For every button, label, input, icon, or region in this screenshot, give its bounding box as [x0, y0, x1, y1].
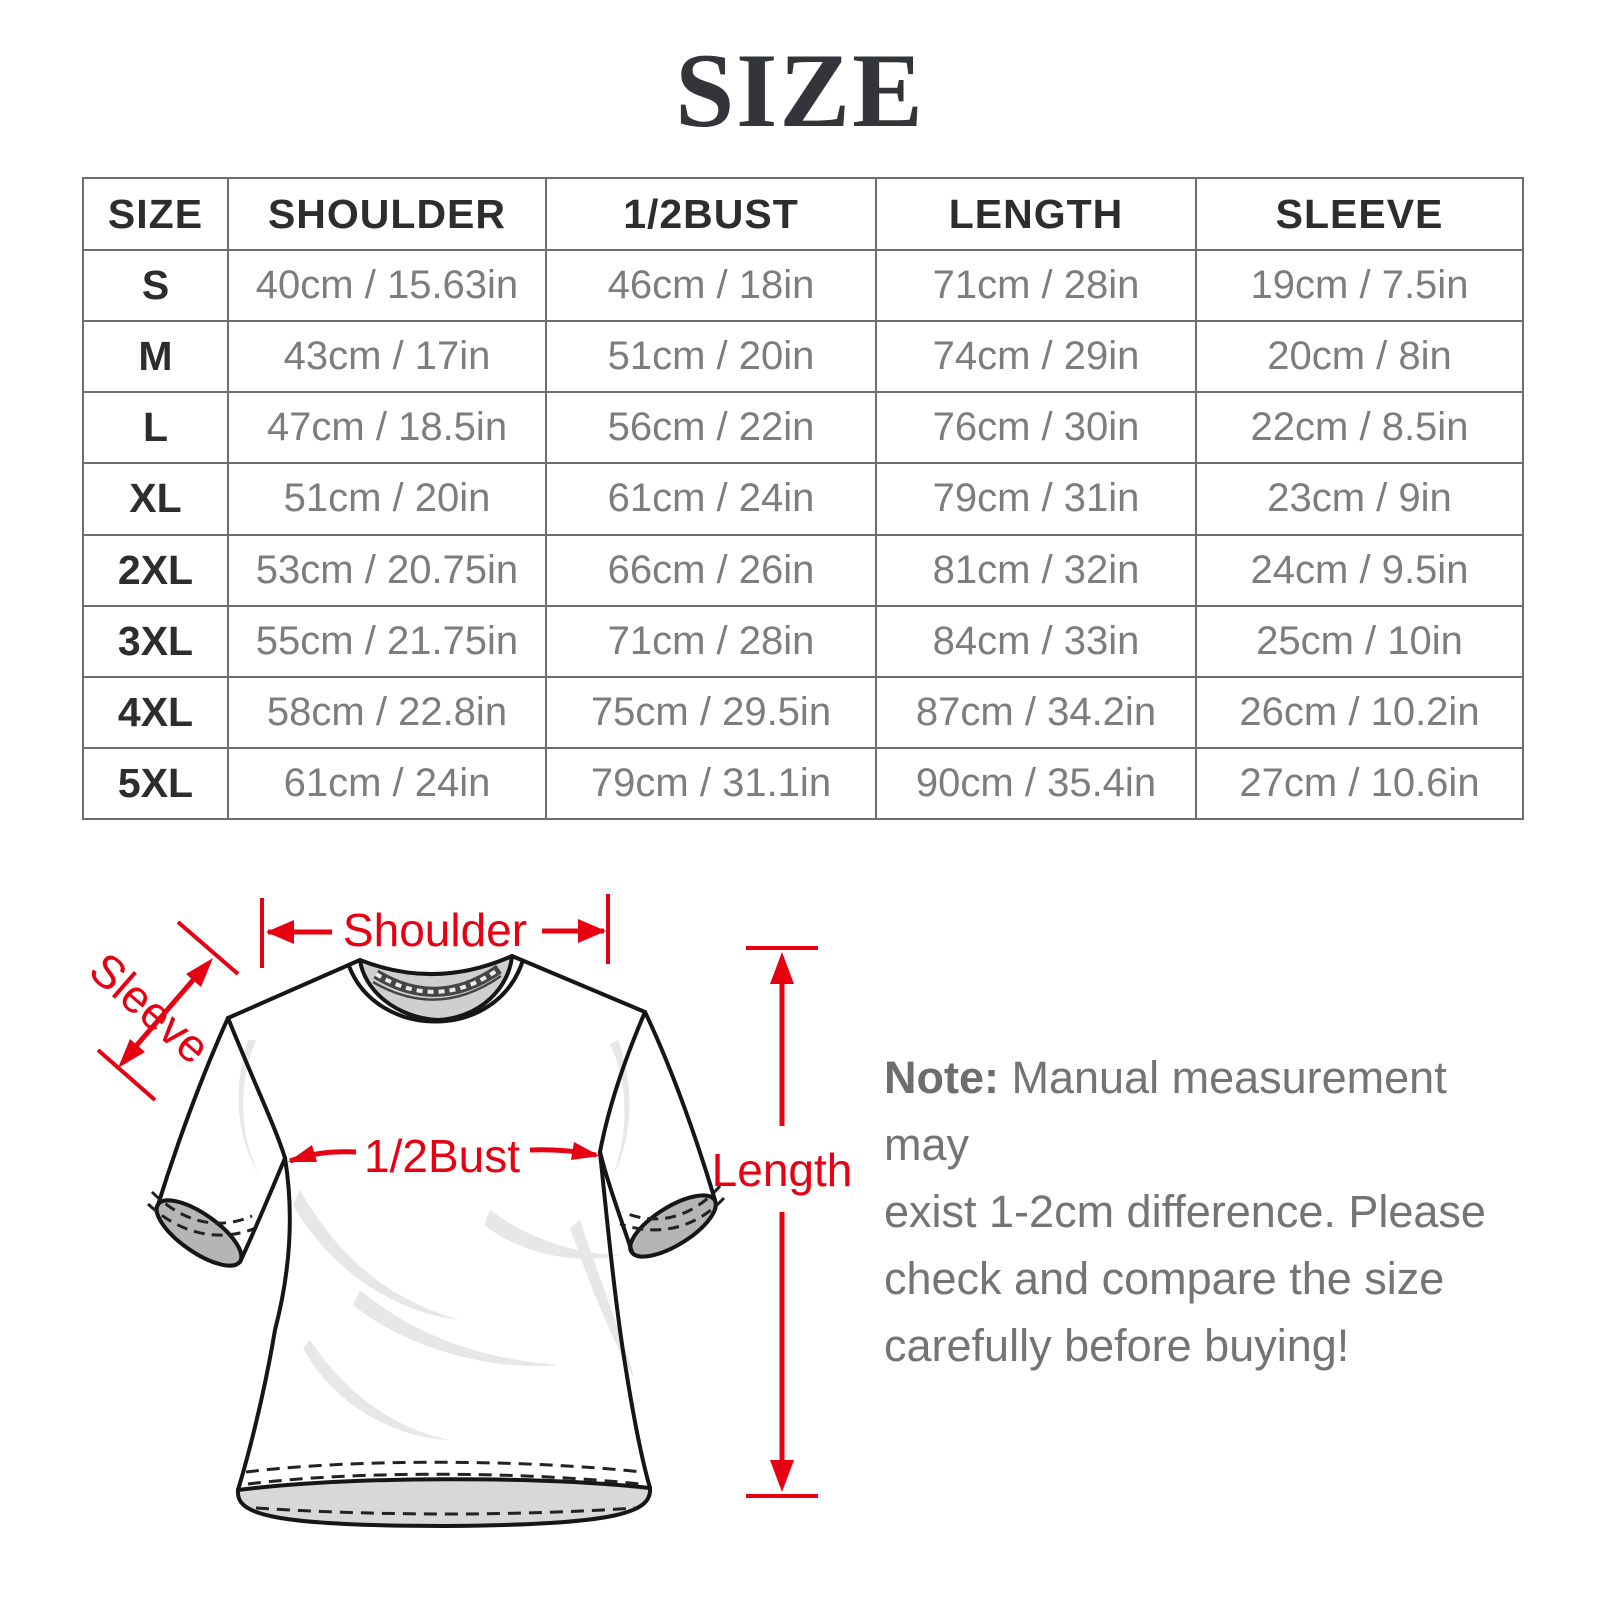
cell-bust: 75cm / 29.5in — [545, 675, 877, 749]
col-header-shoulder: SHOULDER — [227, 177, 547, 251]
col-header-length: LENGTH — [875, 177, 1197, 251]
size-table: SIZE SHOULDER 1/2BUST LENGTH SLEEVE S 40… — [82, 177, 1524, 821]
cell-size: 5XL — [82, 746, 229, 821]
bust-arrow — [288, 1142, 600, 1164]
note-line: Note: Manual measurement may — [884, 1052, 1447, 1170]
cell-sleeve: 23cm / 9in — [1195, 462, 1524, 536]
cell-bust: 56cm / 22in — [545, 391, 877, 465]
cell-length: 81cm / 32in — [875, 533, 1197, 607]
cell-length: 71cm / 28in — [875, 248, 1197, 323]
cell-bust: 61cm / 24in — [545, 462, 877, 536]
shoulder-arrow — [260, 894, 610, 968]
cell-size: 2XL — [82, 533, 229, 607]
sleeve-arrow — [96, 920, 240, 1102]
cell-sleeve: 24cm / 9.5in — [1195, 533, 1524, 607]
table-row: S 40cm / 15.63in 46cm / 18in 71cm / 28in… — [82, 248, 1524, 323]
cell-sleeve: 22cm / 8.5in — [1195, 391, 1524, 465]
cell-size: M — [82, 320, 229, 394]
tshirt-collar — [347, 954, 525, 1024]
note: Note: Manual measurement may exist 1-2cm… — [884, 1044, 1534, 1379]
cell-shoulder: 40cm / 15.63in — [227, 248, 547, 323]
cell-bust: 71cm / 28in — [545, 604, 877, 678]
table-header-row: SIZE SHOULDER 1/2BUST LENGTH SLEEVE — [82, 177, 1524, 251]
cell-length: 90cm / 35.4in — [875, 746, 1197, 821]
cell-sleeve: 19cm / 7.5in — [1195, 248, 1524, 323]
cell-sleeve: 25cm / 10in — [1195, 604, 1524, 678]
cell-size: 3XL — [82, 604, 229, 678]
cell-size: S — [82, 248, 229, 323]
hem-band — [235, 1460, 653, 1529]
table-row: XL 51cm / 20in 61cm / 24in 79cm / 31in 2… — [82, 462, 1524, 536]
cell-bust: 66cm / 26in — [545, 533, 877, 607]
bust-measure-label: 1/2Bust — [364, 1130, 520, 1182]
cell-length: 74cm / 29in — [875, 320, 1197, 394]
cell-bust: 46cm / 18in — [545, 248, 877, 323]
cell-bust: 51cm / 20in — [545, 320, 877, 394]
note-line: carefully before buying! — [884, 1320, 1350, 1371]
cell-shoulder: 61cm / 24in — [227, 746, 547, 821]
tshirt-outline — [156, 954, 717, 1492]
cell-bust: 79cm / 31.1in — [545, 746, 877, 821]
cell-shoulder: 55cm / 21.75in — [227, 604, 547, 678]
shoulder-measure-label: Shoulder — [342, 904, 528, 956]
cell-length: 79cm / 31in — [875, 462, 1197, 536]
cell-length: 76cm / 30in — [875, 391, 1197, 465]
cell-shoulder: 58cm / 22.8in — [227, 675, 547, 749]
table-row: M 43cm / 17in 51cm / 20in 74cm / 29in 20… — [82, 320, 1524, 394]
wrinkle-shading — [238, 1040, 635, 1440]
cell-size: XL — [82, 462, 229, 536]
note-line: check and compare the size — [884, 1253, 1445, 1304]
cell-shoulder: 51cm / 20in — [227, 462, 547, 536]
table-row: 5XL 61cm / 24in 79cm / 31.1in 90cm / 35.… — [82, 746, 1524, 821]
cell-size: L — [82, 391, 229, 465]
cell-length: 84cm / 33in — [875, 604, 1197, 678]
length-measure-label: Length — [711, 1144, 853, 1196]
tshirt-body — [158, 956, 715, 1526]
col-header-size: SIZE — [82, 177, 229, 251]
cell-sleeve: 27cm / 10.6in — [1195, 746, 1524, 821]
cell-sleeve: 20cm / 8in — [1195, 320, 1524, 394]
table-row: 3XL 55cm / 21.75in 71cm / 28in 84cm / 33… — [82, 604, 1524, 678]
col-header-sleeve: SLEEVE — [1195, 177, 1524, 251]
cell-shoulder: 47cm / 18.5in — [227, 391, 547, 465]
page-title: SIZE — [675, 32, 925, 149]
size-table-container: SIZE SHOULDER 1/2BUST LENGTH SLEEVE S 40… — [82, 177, 1524, 821]
cell-sleeve: 26cm / 10.2in — [1195, 675, 1524, 749]
col-header-bust: 1/2BUST — [545, 177, 877, 251]
note-label: Note: — [884, 1052, 999, 1103]
table-row: L 47cm / 18.5in 56cm / 22in 76cm / 30in … — [82, 391, 1524, 465]
cell-shoulder: 43cm / 17in — [227, 320, 547, 394]
sleeve-cuffs — [146, 1185, 726, 1268]
length-arrow — [746, 946, 818, 1498]
table-row: 4XL 58cm / 22.8in 75cm / 29.5in 87cm / 3… — [82, 675, 1524, 749]
note-line: exist 1-2cm difference. Please — [884, 1186, 1486, 1237]
cell-length: 87cm / 34.2in — [875, 675, 1197, 749]
tshirt-diagram — [96, 894, 818, 1529]
cell-size: 4XL — [82, 675, 229, 749]
cell-shoulder: 53cm / 20.75in — [227, 533, 547, 607]
table-row: 2XL 53cm / 20.75in 66cm / 26in 81cm / 32… — [82, 533, 1524, 607]
